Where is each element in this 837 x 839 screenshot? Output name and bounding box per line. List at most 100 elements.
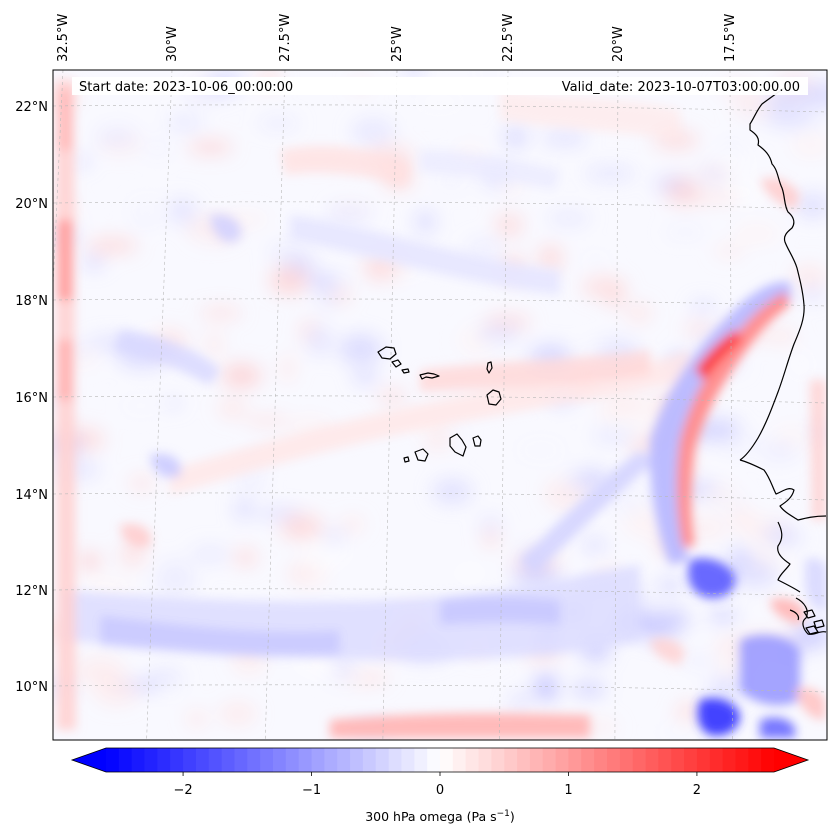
omega-noise-patch bbox=[814, 115, 827, 126]
omega-noise-patch bbox=[204, 330, 224, 358]
omega-noise-patch bbox=[794, 191, 827, 220]
colorbar-cell bbox=[208, 748, 223, 772]
omega-noise-patch bbox=[87, 237, 138, 254]
omega-noise-patch bbox=[377, 390, 407, 403]
colorbar-min-extension bbox=[72, 748, 106, 772]
colorbar-cell bbox=[183, 748, 197, 772]
omega-noise-patch bbox=[687, 189, 739, 205]
omega-noise-patch bbox=[98, 121, 139, 148]
colorbar-cell bbox=[452, 748, 467, 772]
coastline bbox=[739, 87, 827, 636]
colorbar-tick-label: 2 bbox=[693, 783, 701, 798]
colorbar-cell bbox=[465, 748, 479, 772]
omega-noise-patch bbox=[68, 349, 99, 368]
omega-noise-patches bbox=[53, 70, 827, 740]
colorbar-cell bbox=[106, 748, 120, 772]
meridian-line bbox=[729, 70, 733, 740]
colorbar-cell bbox=[619, 748, 634, 772]
omega-noise-patch bbox=[680, 653, 715, 669]
omega-noise-patch bbox=[665, 177, 700, 207]
omega-noise-patch bbox=[478, 514, 503, 536]
omega-noise-patch bbox=[307, 326, 333, 356]
omega-noise-patch bbox=[279, 353, 296, 384]
colorbar-cell bbox=[118, 748, 133, 772]
omega-noise-patch bbox=[219, 702, 257, 726]
omega-noise-patch bbox=[465, 238, 503, 259]
omega-noise-patch bbox=[707, 676, 746, 703]
omega-noise-patch bbox=[802, 286, 824, 302]
omega-noise-patch bbox=[166, 112, 203, 133]
colorbar-cell bbox=[298, 748, 312, 772]
longitude-tick-label: 32.5°W bbox=[56, 14, 71, 62]
colorbar-cell bbox=[324, 748, 338, 772]
colorbar-tick-label: 1 bbox=[564, 783, 572, 798]
colorbar-cell bbox=[568, 748, 582, 772]
colorbar-cell bbox=[684, 748, 698, 772]
omega-noise-patch bbox=[163, 398, 183, 409]
omega-noise-patch bbox=[584, 168, 636, 180]
omega-noise-patch bbox=[269, 265, 309, 296]
colorbar-cell bbox=[542, 748, 557, 772]
colorbar-ticks: −2 −1 0 1 2 bbox=[173, 772, 701, 798]
omega-noise-patch bbox=[128, 474, 155, 493]
omega-noise-patch bbox=[590, 429, 635, 444]
colorbar-cell bbox=[221, 748, 235, 772]
omega-noise-patch bbox=[714, 495, 746, 508]
omega-noise-patch bbox=[431, 479, 473, 504]
colorbar-cell bbox=[157, 748, 171, 772]
omega-noise-patch bbox=[664, 226, 706, 238]
africa-coastline-bijagos bbox=[803, 609, 825, 635]
longitude-tick-label: 27.5°W bbox=[278, 14, 293, 62]
colorbar-cell bbox=[709, 748, 724, 772]
omega-noise-patch bbox=[691, 301, 716, 313]
colorbar-cell bbox=[748, 748, 762, 772]
omega-noise-patch bbox=[654, 608, 692, 632]
island-maio bbox=[472, 435, 482, 447]
colorbar-cell bbox=[414, 748, 428, 772]
omega-noise-patch bbox=[606, 286, 625, 310]
omega-noise-patch bbox=[541, 130, 588, 147]
latitude-tick-label: 14°N bbox=[15, 488, 48, 503]
map-frame bbox=[52, 69, 828, 741]
omega-noise-patch bbox=[147, 668, 183, 688]
island-sal bbox=[486, 361, 493, 374]
omega-noise-patch bbox=[308, 272, 338, 291]
omega-noise-patch bbox=[280, 513, 324, 541]
omega-noise-patch bbox=[582, 538, 607, 552]
longitude-labels: 32.5°W 30°W 27.5°W 25°W 22.5°W 20°W 17.5°W bbox=[56, 14, 738, 62]
omega-noise-patch bbox=[675, 701, 702, 722]
colorbar-cell bbox=[555, 748, 569, 772]
omega-noise-patch bbox=[428, 421, 447, 446]
omega-noise-patch bbox=[789, 621, 827, 650]
omega-noise-patch bbox=[118, 541, 147, 568]
omega-noise-patch bbox=[133, 211, 158, 226]
omega-noise-patch bbox=[790, 264, 827, 288]
parallel-line bbox=[53, 492, 827, 501]
colorbar-cell bbox=[195, 748, 210, 772]
omega-noise-patch bbox=[714, 244, 745, 259]
omega-noise-patch bbox=[413, 92, 465, 112]
colorbar-cell bbox=[131, 748, 145, 772]
omega-noise-patch bbox=[718, 436, 761, 453]
longitude-tick-label: 22.5°W bbox=[501, 14, 516, 62]
omega-noise-patch bbox=[538, 244, 563, 272]
valid-date-label: Valid_date: 2023-10-07T03:00:00.00 bbox=[562, 80, 800, 95]
omega-noise-patch bbox=[217, 398, 247, 420]
colorbar-title-exponent: −1 bbox=[497, 809, 510, 819]
omega-noise-patch bbox=[565, 469, 584, 496]
omega-noise-patch bbox=[120, 398, 161, 414]
island-boa-vista bbox=[486, 389, 502, 406]
omega-noise-patch bbox=[581, 720, 618, 735]
cape-verde-islands bbox=[377, 346, 502, 463]
info-box bbox=[72, 77, 808, 95]
colorbar-cell bbox=[440, 748, 454, 772]
omega-noise-patch bbox=[534, 673, 558, 703]
meridian-line bbox=[146, 70, 173, 740]
omega-noise-patch bbox=[330, 202, 372, 215]
omega-noise-patch bbox=[78, 551, 102, 571]
omega-noise-patch bbox=[415, 210, 435, 234]
colorbar-cell bbox=[658, 748, 672, 772]
omega-noise-patch bbox=[494, 213, 524, 237]
parallel-line bbox=[53, 588, 827, 597]
meridian-line bbox=[499, 70, 509, 740]
